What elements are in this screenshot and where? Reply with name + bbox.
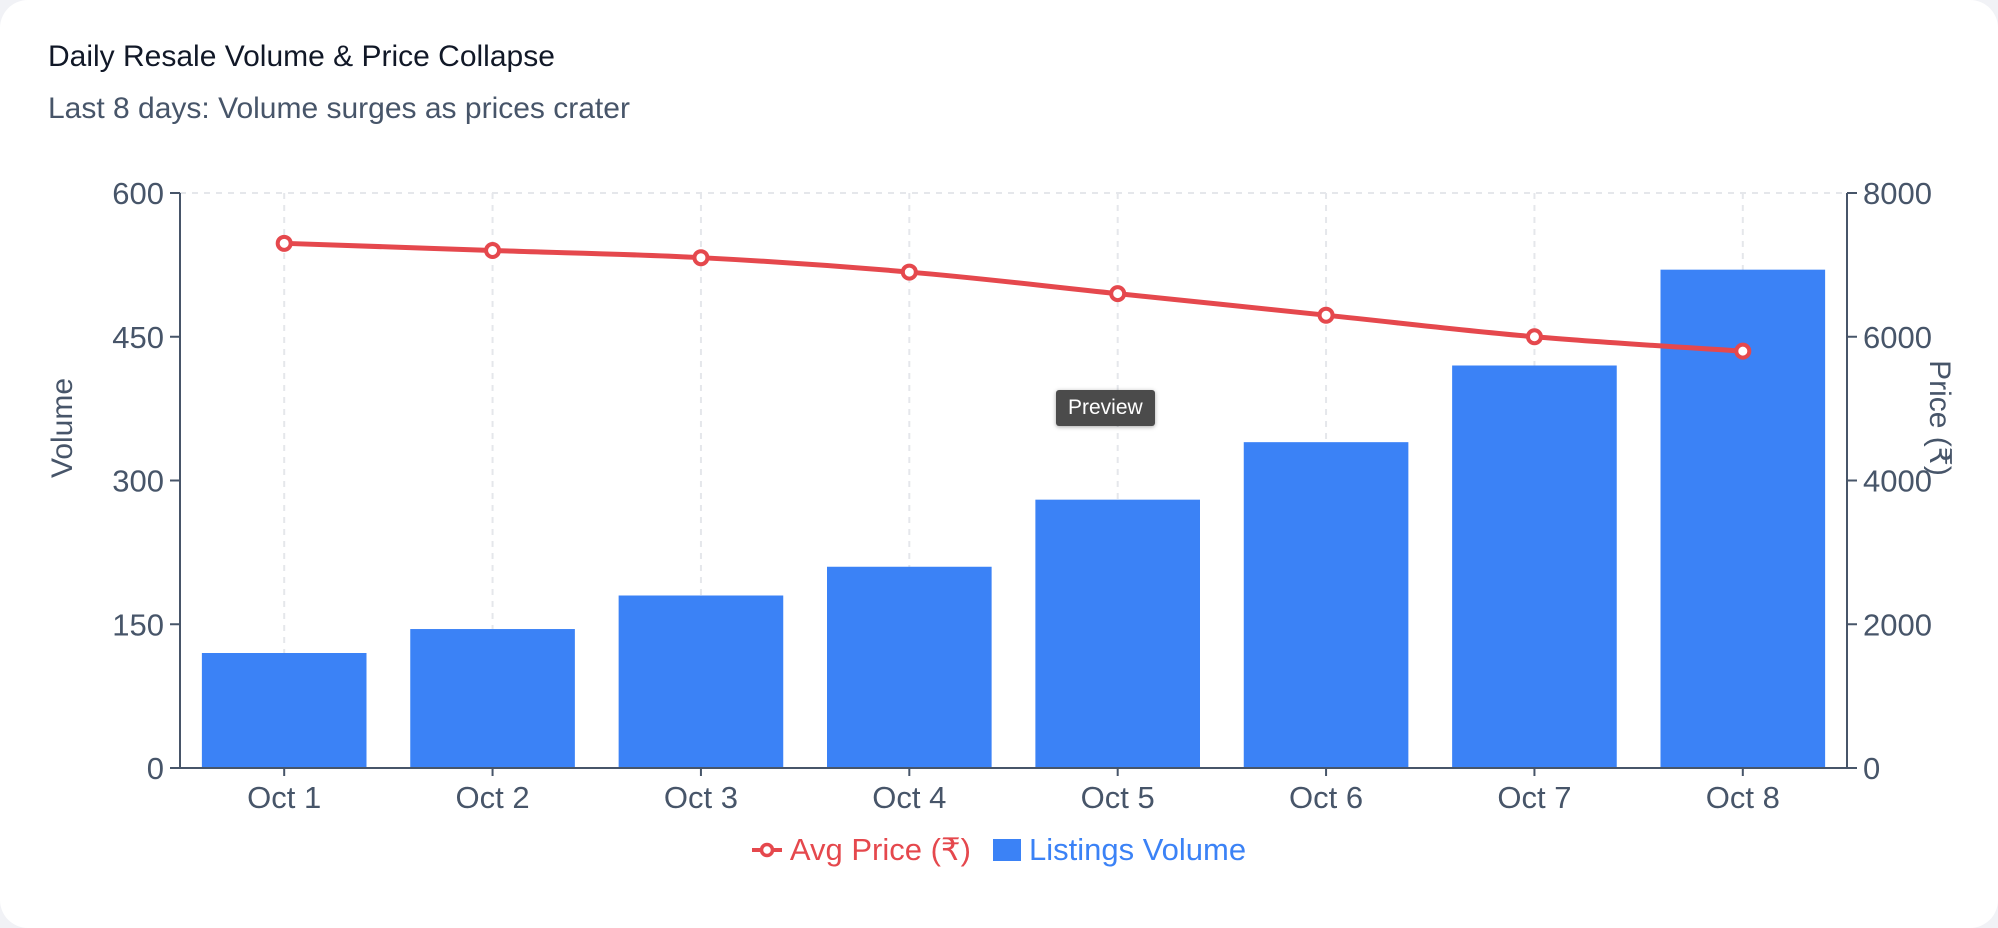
x-tick-label: Oct 1 (247, 780, 321, 815)
bar-listings-volume[interactable] (1452, 365, 1617, 769)
y-tick-label-right: 0 (1863, 751, 1880, 786)
y-axis-title-price: Price (₹) (1923, 360, 1956, 476)
y-tick-label-right: 6000 (1863, 320, 1932, 355)
preview-tooltip: Preview (1056, 390, 1155, 426)
axes-layer (170, 192, 1857, 776)
avg-price-point[interactable] (275, 234, 293, 252)
y-tick-label-right: 4000 (1863, 464, 1932, 499)
legend-label-listings-volume: Listings Volume (1028, 832, 1247, 867)
y-tick-label-left: 150 (112, 607, 164, 642)
x-tick-label: Oct 3 (664, 780, 738, 815)
bar-listings-volume[interactable] (618, 595, 784, 769)
avg-price-point[interactable] (1317, 306, 1335, 324)
bar-listings-volume[interactable] (410, 629, 575, 768)
chart-legend: Avg Price (₹) Listings Volume (0, 832, 1998, 868)
chart-subtitle: Last 8 days: Volume surges as prices cra… (48, 92, 630, 125)
avg-price-point[interactable] (1525, 328, 1543, 346)
y-tick-label-right: 2000 (1863, 607, 1932, 642)
price-line-layer (275, 234, 1752, 360)
avg-price-point[interactable] (484, 242, 502, 259)
x-tick-label: Oct 7 (1497, 780, 1571, 815)
avg-price-point[interactable] (1734, 342, 1752, 360)
avg-price-point[interactable] (1109, 285, 1127, 303)
y-axis-title-volume: Volume (46, 378, 79, 478)
y-tick-label-left: 600 (112, 176, 164, 211)
avg-price-point[interactable] (692, 249, 710, 267)
avg-price-line (284, 240, 1743, 354)
avg-price-point[interactable] (900, 263, 918, 281)
bar-listings-volume[interactable] (1243, 442, 1409, 768)
bar-listings-volume[interactable] (827, 566, 992, 768)
x-tick-label: Oct 8 (1706, 780, 1780, 815)
legend-label-avg-price: Avg Price (₹) (789, 832, 971, 867)
legend-line-swatch-icon (751, 842, 782, 858)
bar-listings-volume[interactable] (201, 653, 367, 768)
y-tick-label-right: 8000 (1863, 176, 1932, 211)
bar-listings-volume[interactable] (1035, 499, 1200, 768)
x-tick-label: Oct 5 (1081, 780, 1155, 815)
x-tick-label: Oct 2 (456, 780, 530, 815)
y-tick-label-left: 450 (112, 320, 164, 355)
legend-item-listings-volume[interactable]: Listings Volume (992, 832, 1247, 868)
grid-layer (180, 192, 1847, 768)
y-tick-label-left: 0 (147, 751, 164, 786)
x-tick-label: Oct 6 (1289, 780, 1363, 815)
x-tick-label: Oct 4 (872, 780, 946, 815)
y-tick-label-left: 300 (112, 464, 164, 499)
legend-bar-swatch-icon (992, 839, 1021, 861)
chart-title: Daily Resale Volume & Price Collapse (48, 40, 555, 73)
bars-layer (201, 269, 1826, 769)
legend-item-avg-price[interactable]: Avg Price (₹) (751, 832, 971, 868)
